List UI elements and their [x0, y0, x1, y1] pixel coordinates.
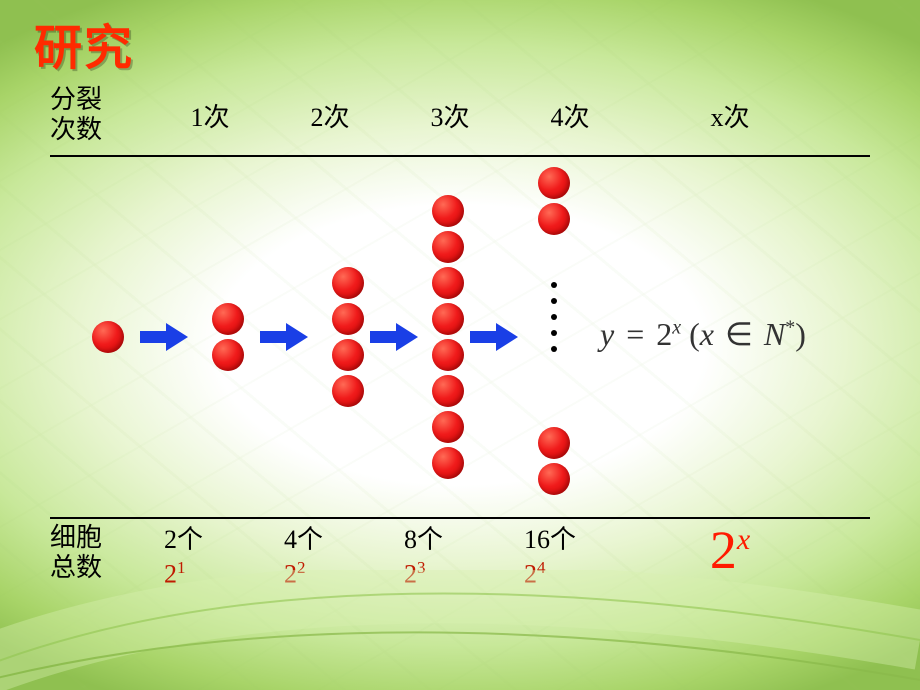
- cell-dot: [432, 303, 464, 335]
- arrow-icon: [370, 323, 418, 351]
- formula-base: 2: [656, 316, 672, 352]
- cell-dot: [212, 303, 244, 335]
- cell-dot: [432, 195, 464, 227]
- footer-col-2: 4个 22: [270, 519, 390, 590]
- formula-lhs: y: [600, 316, 614, 352]
- cell-dot: [432, 267, 464, 299]
- footer-pow-1-base: 2: [164, 560, 177, 589]
- arrow-icon: [260, 323, 308, 351]
- cell-dot: [432, 231, 464, 263]
- formula-domain-open: (: [689, 316, 700, 352]
- footer-big-2x: 2x: [630, 519, 830, 581]
- formula-eq: =: [622, 316, 648, 352]
- footer-pow-1-exp: 1: [177, 558, 186, 577]
- footer-col-3: 8个 23: [390, 519, 510, 590]
- header-col-4: 4次: [510, 97, 630, 134]
- content-area: 分裂 次数 1次 2次 3次 4次 x次 y = 2x (x ∈ N*) 细胞 …: [50, 75, 870, 590]
- header-row: 分裂 次数 1次 2次 3次 4次 x次: [50, 75, 870, 155]
- cell-dot: [332, 339, 364, 371]
- footer-pow-1: 21: [164, 558, 270, 590]
- formula-domain-star: *: [785, 316, 795, 338]
- cell-dot: [538, 427, 570, 459]
- footer-count-4: 16个: [524, 519, 630, 556]
- cell-dot: [538, 203, 570, 235]
- header-col-1: 1次: [150, 97, 270, 134]
- cell-dot: [92, 321, 124, 353]
- formula-domain-var: x: [700, 316, 714, 352]
- footer-rowlabel-line1: 细胞: [50, 523, 150, 553]
- formula: y = 2x (x ∈ N*): [600, 315, 806, 353]
- footer-pow-4: 24: [524, 558, 630, 590]
- header-col-5: x次: [630, 97, 830, 134]
- formula-domain-in: ∈: [722, 316, 756, 352]
- header-col-3: 3次: [390, 97, 510, 134]
- footer-col-5: 2x: [630, 519, 830, 581]
- cell-dot: [332, 267, 364, 299]
- diagram-area: y = 2x (x ∈ N*): [50, 157, 870, 517]
- footer-pow-4-exp: 4: [537, 558, 546, 577]
- footer-count-2: 4个: [284, 519, 390, 556]
- cell-dot: [432, 447, 464, 479]
- footer-count-1: 2个: [164, 519, 270, 556]
- header-rowlabel-line2: 次数: [50, 115, 150, 145]
- formula-exp: x: [672, 316, 681, 338]
- cell-dot: [432, 411, 464, 443]
- cell-dot: [432, 339, 464, 371]
- formula-domain-close: ): [795, 316, 806, 352]
- footer-rowlabel: 细胞 总数: [50, 519, 150, 583]
- arrow-icon: [470, 323, 518, 351]
- footer-count-3: 8个: [404, 519, 510, 556]
- footer-big-2x-base: 2: [710, 520, 737, 580]
- footer-pow-3-exp: 3: [417, 558, 426, 577]
- footer-row: 细胞 总数 2个 21 4个 22 8个 23 16个 24: [50, 519, 870, 590]
- footer-pow-3-base: 2: [404, 560, 417, 589]
- footer-pow-2: 22: [284, 558, 390, 590]
- cell-dot: [538, 167, 570, 199]
- header-rowlabel: 分裂 次数: [50, 85, 150, 145]
- slide-title: 研究: [34, 8, 134, 78]
- formula-domain-set: N: [764, 316, 785, 352]
- footer-pow-3: 23: [404, 558, 510, 590]
- cell-dot: [538, 463, 570, 495]
- cell-dot: [432, 375, 464, 407]
- footer-pow-2-base: 2: [284, 560, 297, 589]
- cell-dot: [332, 375, 364, 407]
- header-col-2: 2次: [270, 97, 390, 134]
- header-rowlabel-line1: 分裂: [50, 85, 150, 115]
- footer-pow-4-base: 2: [524, 560, 537, 589]
- cell-dot: [332, 303, 364, 335]
- footer-big-2x-exp: x: [737, 523, 750, 556]
- footer-rowlabel-line2: 总数: [50, 553, 150, 583]
- footer-col-4: 16个 24: [510, 519, 630, 590]
- footer-pow-2-exp: 2: [297, 558, 306, 577]
- cell-dot: [212, 339, 244, 371]
- arrow-icon: [140, 323, 188, 351]
- vertical-ellipsis: [544, 282, 564, 352]
- footer-col-1: 2个 21: [150, 519, 270, 590]
